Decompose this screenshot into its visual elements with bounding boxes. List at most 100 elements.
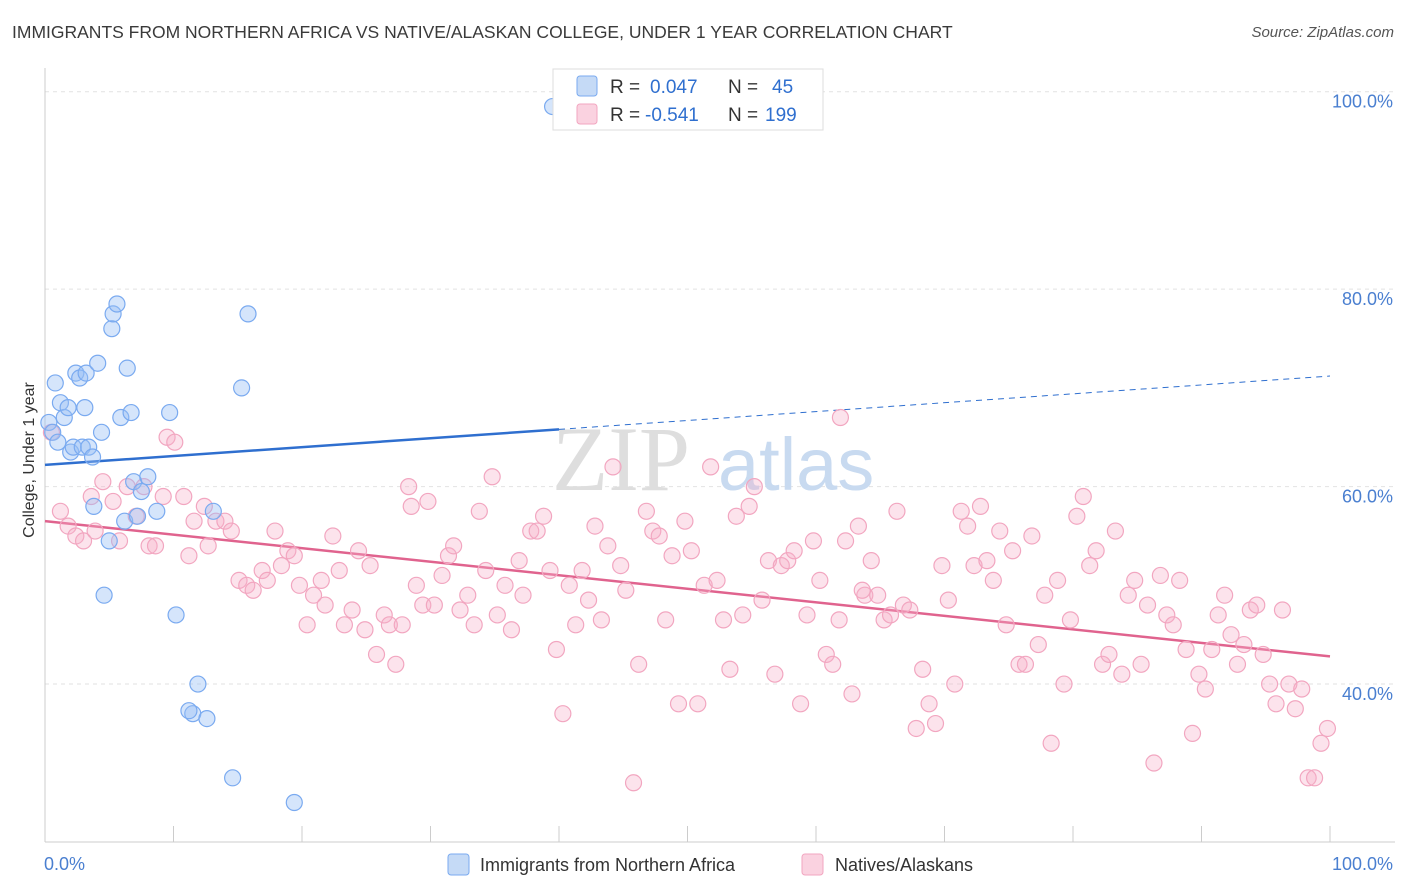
point-natives-alaskans xyxy=(1318,719,1337,738)
point-natives-alaskans xyxy=(1100,645,1118,664)
point-natives-alaskans xyxy=(1081,556,1099,575)
trend-line-northern-africa xyxy=(44,428,560,467)
legend-r-label-1: R = xyxy=(610,77,640,98)
point-natives-alaskans xyxy=(1113,665,1131,683)
point-northern-africa xyxy=(148,502,166,520)
point-natives-alaskans xyxy=(599,537,617,555)
point-natives-alaskans xyxy=(824,655,842,673)
point-natives-alaskans xyxy=(759,552,778,570)
point-natives-alaskans xyxy=(766,665,784,683)
point-natives-alaskans xyxy=(146,537,165,555)
point-natives-alaskans xyxy=(1312,734,1330,752)
legend-n-value-2: 199 xyxy=(765,105,797,126)
point-northern-africa xyxy=(44,423,62,441)
point-natives-alaskans xyxy=(349,542,368,560)
point-natives-alaskans xyxy=(1228,655,1247,673)
point-natives-alaskans xyxy=(1074,487,1092,506)
point-northern-africa xyxy=(95,586,113,604)
trend-lines xyxy=(44,375,1331,658)
point-natives-alaskans xyxy=(856,586,874,604)
point-natives-alaskans xyxy=(560,576,578,594)
point-natives-alaskans xyxy=(708,571,726,589)
point-natives-alaskans xyxy=(465,616,483,634)
point-natives-alaskans xyxy=(1036,586,1054,604)
point-natives-alaskans xyxy=(514,586,532,604)
point-natives-alaskans xyxy=(502,621,521,639)
point-natives-alaskans xyxy=(586,517,604,535)
point-natives-alaskans xyxy=(946,675,964,693)
point-natives-alaskans xyxy=(1093,655,1112,673)
point-natives-alaskans xyxy=(166,433,184,451)
point-natives-alaskans xyxy=(1132,655,1150,673)
point-northern-africa xyxy=(104,305,122,323)
point-natives-alaskans xyxy=(612,556,630,575)
point-natives-alaskans xyxy=(1029,635,1047,654)
watermark-atlas: atlas xyxy=(718,423,874,506)
point-natives-alaskans xyxy=(791,695,810,713)
point-natives-alaskans xyxy=(244,581,262,599)
point-natives-alaskans xyxy=(1305,769,1324,787)
point-northern-africa xyxy=(116,512,134,530)
point-natives-alaskans xyxy=(380,616,398,634)
point-natives-alaskans xyxy=(914,660,932,678)
legend-swatch-blue xyxy=(576,75,598,97)
top-legend: R = 0.047 N = 45 R = -0.541 N = 199 xyxy=(552,68,824,131)
point-natives-alaskans xyxy=(290,576,309,594)
point-northern-africa xyxy=(40,413,58,432)
legend-r-label-2: R = xyxy=(610,105,640,126)
point-northern-africa xyxy=(118,359,136,377)
point-natives-alaskans xyxy=(1299,769,1317,787)
point-natives-alaskans xyxy=(933,556,951,575)
point-natives-alaskans xyxy=(650,527,668,545)
trend-line-northern-africa-extension xyxy=(558,375,1331,430)
point-natives-alaskans xyxy=(959,517,977,535)
tick-labels: 40.0% 60.0% 80.0% 100.0% 0.0% 100.0% xyxy=(44,92,1393,874)
point-natives-alaskans xyxy=(1145,754,1163,772)
point-natives-alaskans xyxy=(180,547,198,565)
point-natives-alaskans xyxy=(1209,606,1227,624)
chart-title: IMMIGRANTS FROM NORTHERN AFRICA VS NATIV… xyxy=(12,22,953,42)
point-natives-alaskans xyxy=(335,616,354,634)
point-natives-alaskans xyxy=(952,502,970,520)
point-natives-alaskans xyxy=(316,596,334,614)
point-northern-africa xyxy=(55,408,73,427)
point-natives-alaskans xyxy=(330,561,348,580)
point-northern-africa xyxy=(224,769,242,787)
point-natives-alaskans xyxy=(1280,675,1298,693)
point-natives-alaskans xyxy=(817,645,835,664)
point-natives-alaskans xyxy=(1055,675,1073,693)
point-natives-alaskans xyxy=(745,478,763,496)
point-natives-alaskans xyxy=(888,502,906,520)
point-northern-africa xyxy=(189,675,207,693)
point-natives-alaskans xyxy=(477,561,495,580)
point-natives-alaskans xyxy=(1183,724,1202,743)
point-natives-alaskans xyxy=(849,517,868,535)
legend-n-value-1: 45 xyxy=(772,77,793,98)
point-northern-africa xyxy=(59,399,77,417)
point-natives-alaskans xyxy=(831,408,850,427)
point-northern-africa xyxy=(77,364,95,382)
point-natives-alaskans xyxy=(689,695,707,713)
point-natives-alaskans xyxy=(272,556,291,575)
point-natives-alaskans xyxy=(1286,700,1304,718)
point-northern-africa xyxy=(46,374,64,392)
point-natives-alaskans xyxy=(253,561,271,580)
point-natives-alaskans xyxy=(154,487,172,506)
point-natives-alaskans xyxy=(1042,734,1060,752)
point-natives-alaskans xyxy=(304,586,323,604)
point-natives-alaskans xyxy=(195,497,213,515)
point-northern-africa xyxy=(89,354,107,372)
point-natives-alaskans xyxy=(375,606,393,624)
y-tick-label: 40.0% xyxy=(1342,684,1393,704)
point-northern-africa xyxy=(161,403,179,422)
point-natives-alaskans xyxy=(991,522,1009,540)
point-natives-alaskans xyxy=(488,606,506,624)
point-natives-alaskans xyxy=(669,695,688,713)
point-natives-alaskans xyxy=(445,537,463,555)
point-natives-alaskans xyxy=(135,478,153,496)
point-natives-alaskans xyxy=(522,522,540,540)
point-natives-alaskans xyxy=(798,606,816,624)
point-natives-alaskans xyxy=(483,468,501,486)
point-northern-africa xyxy=(122,403,140,422)
point-northern-africa xyxy=(85,497,103,515)
